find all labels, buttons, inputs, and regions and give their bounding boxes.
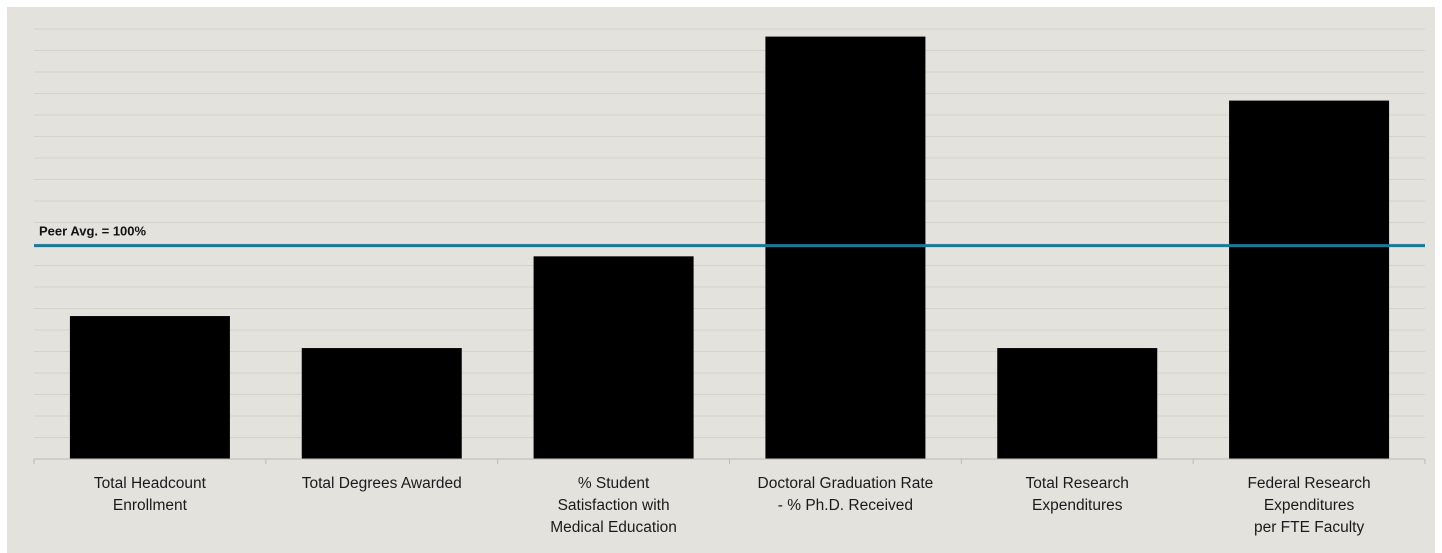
category-label: % Student Satisfaction with Medical Educat… (550, 475, 677, 536)
chart-frame: Peer Avg. = 100% Total Headcount Enrollme… (7, 7, 1435, 553)
bar (1229, 100, 1390, 459)
x-axis-ticks (33, 459, 1426, 464)
bar (69, 316, 230, 459)
gridlines (34, 28, 1425, 438)
bar (301, 348, 462, 459)
category-label-line: Total Degrees Awarded (302, 475, 462, 492)
category-label-line: Total Research (1026, 475, 1129, 492)
bar (765, 36, 926, 459)
category-label-line: Satisfaction with (558, 497, 670, 514)
bar-chart: Peer Avg. = 100% Total Headcount Enrollme… (33, 28, 1426, 536)
category-label-line: - % Ph.D. Received (778, 497, 913, 514)
category-labels: Total Headcount Enrollment Total Degrees A… (94, 475, 1371, 536)
category-label-line: per FTE Faculty (1254, 519, 1364, 536)
category-label-line: % Student (578, 475, 650, 492)
bar (533, 256, 694, 459)
category-label: Total Headcount Enrollment (94, 475, 207, 514)
category-label-line: Medical Education (550, 519, 677, 536)
category-label-line: Expenditures (1264, 497, 1355, 514)
category-label-line: Doctoral Graduation Rate (758, 475, 934, 492)
bars (69, 36, 1390, 459)
category-label-line: Total Headcount (94, 475, 207, 492)
category-label: Federal Research Expenditures per FTE Facu… (1247, 475, 1370, 536)
category-label: Total Research Expenditures (1026, 475, 1129, 514)
bar (997, 348, 1158, 459)
category-label-line: Federal Research (1247, 475, 1370, 492)
category-label: Doctoral Graduation Rate - % Ph.D. Receiv… (758, 475, 934, 514)
category-label: Total Degrees Awarded (302, 475, 462, 492)
peer-average-label: Peer Avg. = 100% (39, 224, 147, 239)
category-label-line: Enrollment (113, 497, 188, 514)
category-label-line: Expenditures (1032, 497, 1123, 514)
